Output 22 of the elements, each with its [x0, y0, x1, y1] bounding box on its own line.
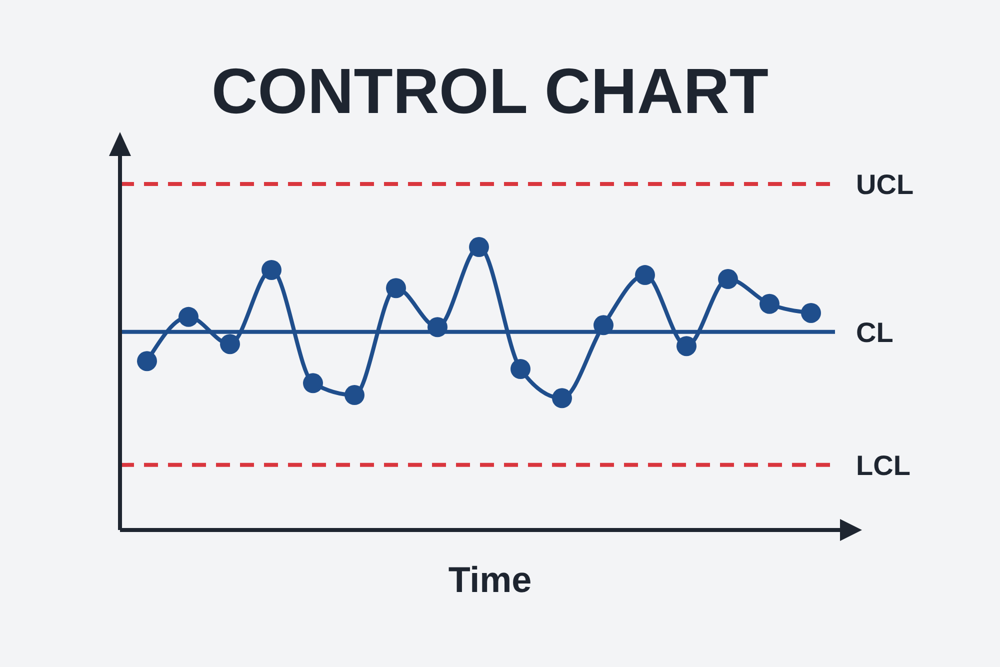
point [469, 237, 489, 258]
point [510, 359, 530, 379]
chart-title: CONTROL CHART [212, 55, 768, 127]
point [303, 373, 323, 394]
point [178, 306, 198, 327]
x-axis-title: Time [448, 559, 532, 600]
point [552, 388, 572, 408]
ref-line-label: CL [856, 316, 894, 348]
point [344, 385, 364, 406]
point [760, 294, 780, 314]
ref-line-label: UCL [856, 168, 914, 200]
point [594, 315, 614, 336]
point [137, 351, 157, 372]
point [718, 269, 738, 290]
point [262, 260, 282, 280]
point [386, 278, 406, 298]
point [801, 302, 821, 323]
point [635, 265, 655, 286]
point [220, 334, 240, 354]
point [676, 336, 696, 356]
ref-line-label: LCL [856, 450, 910, 481]
point [428, 317, 448, 338]
